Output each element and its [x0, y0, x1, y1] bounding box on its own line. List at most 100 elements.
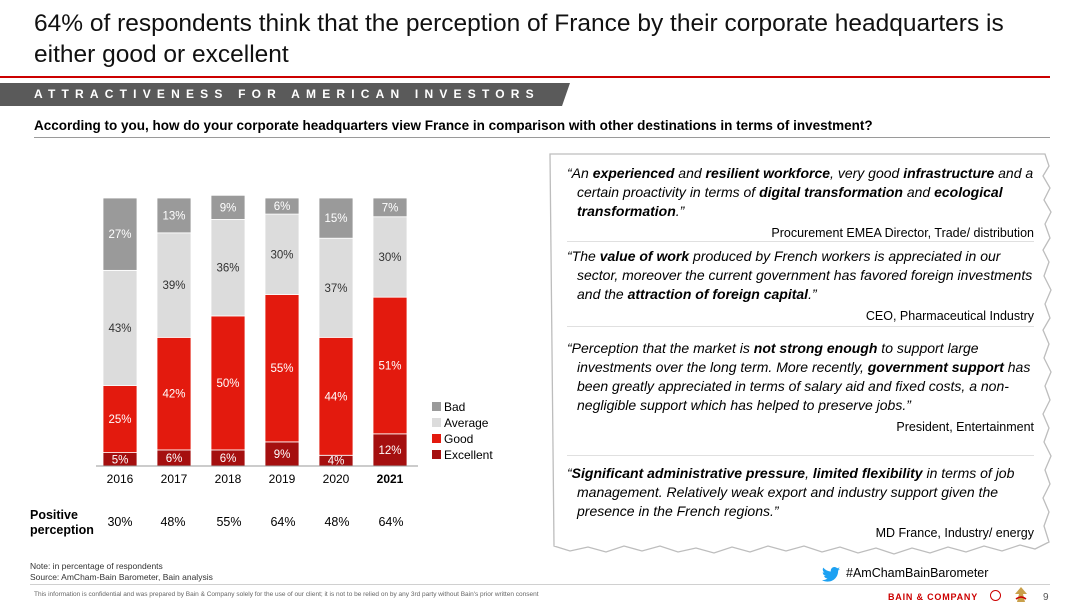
confidentiality-disclaimer: This information is confidential and was…: [34, 591, 539, 598]
bar-segment-good: [102, 385, 138, 454]
data-label-bad: 6%: [274, 201, 291, 213]
quote-divider: [567, 455, 1034, 456]
x-tick-label: 2021: [377, 472, 404, 486]
quote-4-attribution: MD France, Industry/ energy: [875, 526, 1034, 540]
quote-4: “Significant administrative pressure, li…: [567, 464, 1034, 543]
x-tick-label: 2017: [161, 472, 188, 486]
legend-swatch-excellent: [432, 450, 441, 459]
data-label-average: 36%: [216, 263, 239, 275]
quote-2-attribution: CEO, Pharmaceutical Industry: [865, 309, 1034, 323]
x-tick-label: 2020: [323, 472, 350, 486]
bar-segment-average: [210, 219, 246, 317]
data-label-bad: 15%: [324, 213, 347, 225]
data-label-good: 55%: [270, 363, 293, 375]
bar-segment-average: [264, 213, 300, 295]
quote-segment: has been greatly appreciated in terms of…: [577, 359, 1031, 413]
quote-segment: infrastructure: [903, 165, 995, 181]
x-tick-label: 2018: [215, 472, 242, 486]
bar-segment-average: [372, 216, 408, 298]
x-tick-label: 2016: [107, 472, 134, 486]
bar-segment-bad: [210, 194, 246, 220]
data-label-excellent: 9%: [274, 449, 291, 461]
data-label-bad: 13%: [162, 210, 185, 222]
quote-segment: and a certain proactivity in terms of: [577, 165, 1034, 200]
legend-label-bad: Bad: [444, 400, 465, 414]
quote-segment: attraction of foreign capital: [627, 286, 809, 302]
quote-segment: government support: [867, 359, 1004, 375]
data-label-excellent: 12%: [378, 445, 401, 457]
quote-segment: “The: [567, 248, 600, 264]
quote-1: “An experienced and resilient workforce,…: [567, 164, 1034, 243]
bar-segment-bad: [372, 197, 408, 218]
data-label-good: 51%: [378, 361, 401, 373]
data-label-excellent: 6%: [166, 453, 183, 465]
data-label-bad: 27%: [108, 229, 131, 241]
quote-segment: .”: [675, 203, 685, 219]
source-line: Source: AmCham-Bain Barometer, Bain anal…: [30, 572, 213, 582]
quote-divider: [567, 326, 1034, 327]
quote-segment: value of work: [599, 248, 690, 264]
page-number: 9: [1043, 592, 1049, 603]
quote-segment: ,: [805, 465, 813, 481]
quote-segment: , very good: [830, 165, 904, 181]
quote-segment: “Perception that the market is: [567, 340, 754, 356]
positive-perception-2021: 64%: [378, 515, 404, 529]
quote-segment: and: [674, 165, 706, 181]
legend-swatch-average: [432, 418, 441, 427]
quote-segment: in terms of job management. Relatively w…: [577, 465, 1015, 519]
quote-segment: “: [567, 465, 572, 481]
quote-segment: Significant administrative pressure: [571, 465, 806, 481]
bar-segment-bad: [156, 197, 192, 234]
hashtag-link[interactable]: #AmChamBainBarometer: [846, 566, 989, 580]
quote-segment: produced by French workers is appreciate…: [577, 248, 1033, 302]
quote-segment: “An: [567, 165, 593, 181]
quote-segment: digital transformation: [759, 184, 903, 200]
quote-segment: .”: [808, 286, 817, 302]
stacked-bar-chart: 5% 25% 43% 27% 2016 6% 42% 39% 13% 2017 6% 50% 36% 9%…: [96, 194, 493, 486]
quote-segment: experienced: [592, 165, 675, 181]
quote-1-text: “An experienced and resilient workforce,…: [567, 164, 1034, 221]
data-label-excellent: 5%: [112, 454, 129, 466]
quote-segment: not strong enough: [753, 340, 878, 356]
amcham-seal-icon: [1015, 587, 1027, 602]
positive-perception-2017: 48%: [160, 515, 186, 529]
positive-perception-label: Positive perception: [30, 508, 94, 538]
data-label-average: 37%: [324, 283, 347, 295]
data-label-average: 30%: [378, 252, 401, 264]
positive-perception-2018: 55%: [216, 515, 242, 529]
positive-perception-2016: 30%: [107, 515, 133, 529]
quote-3-text: “Perception that the market is not stron…: [567, 339, 1034, 415]
quote-segment: resilient workforce: [705, 165, 831, 181]
question-rule: [34, 137, 1050, 138]
bain-logo-icon: [990, 590, 1001, 601]
bar-segment-average: [156, 232, 192, 338]
quote-1-attribution: Procurement EMEA Director, Trade/ distri…: [771, 226, 1034, 240]
torn-paper-shape: [549, 153, 1052, 555]
data-label-good: 50%: [216, 378, 239, 390]
positive-perception-2020: 48%: [324, 515, 350, 529]
legend-label-average: Average: [444, 416, 489, 430]
data-label-average: 39%: [162, 280, 185, 292]
quote-4-text: “Significant administrative pressure, li…: [567, 464, 1034, 521]
data-label-bad: 7%: [382, 202, 399, 214]
positive-perception-label-line1: Positive: [30, 508, 78, 522]
data-label-bad: 9%: [220, 202, 237, 214]
note-line: Note: in percentage of respondents: [30, 561, 163, 571]
legend-label-excellent: Excellent: [444, 448, 493, 462]
quote-3-attribution: President, Entertainment: [896, 420, 1034, 434]
bar-segment-bad: [102, 197, 138, 271]
legend-label-good: Good: [444, 432, 473, 446]
legend-swatch-bad: [432, 402, 441, 411]
title-rule: [0, 76, 1050, 78]
bar-segment-good: [372, 296, 408, 435]
quotes-torn-paper: [549, 153, 1052, 555]
quote-segment: limited flexibility: [812, 465, 923, 481]
data-label-good: 25%: [108, 414, 131, 426]
data-label-excellent: 6%: [220, 453, 237, 465]
section-banner: ATTRACTIVENESS FOR AMERICAN INVESTORS: [0, 83, 570, 106]
section-banner-label: ATTRACTIVENESS FOR AMERICAN INVESTORS: [34, 87, 540, 101]
twitter-bird-icon[interactable]: [822, 567, 840, 582]
positive-perception-2019: 64%: [270, 515, 296, 529]
bain-logo: BAIN & COMPANY: [888, 592, 979, 602]
legend-swatch-good: [432, 434, 441, 443]
